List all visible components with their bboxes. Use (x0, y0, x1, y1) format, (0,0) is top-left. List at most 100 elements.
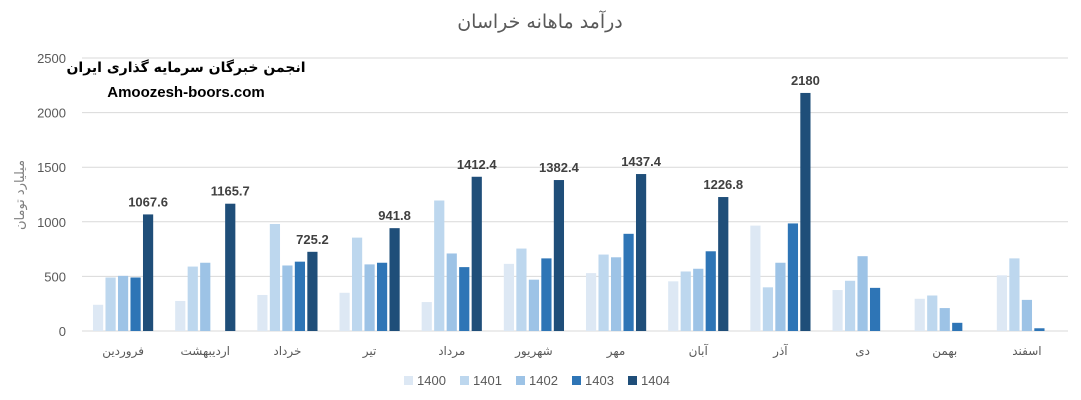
bar-1401-5 (434, 200, 445, 331)
category-label: دی (855, 344, 870, 358)
bar-1403-4 (376, 262, 388, 331)
bar-1403-7 (623, 233, 634, 331)
bar-1404-4 (389, 228, 400, 331)
legend-label: 1404 (641, 373, 670, 388)
category-label: مرداد (438, 344, 465, 359)
y-tick-label: 1500 (37, 160, 66, 175)
category-label: خرداد (273, 344, 301, 359)
bar-1400-1 (92, 304, 104, 331)
bar-1402-7 (610, 257, 622, 331)
bar-1401-8 (680, 271, 691, 331)
data-label: 1165.7 (211, 184, 250, 199)
data-label: 1067.6 (128, 194, 168, 209)
bar-1402-11 (939, 308, 950, 331)
bar-1404-3 (307, 251, 318, 331)
bar-1401-12 (1009, 258, 1020, 331)
bar-1401-11 (927, 295, 938, 331)
x-axis-categories: فروردین اردیبهشت خرداد تیر مرداد شهریور مهر آبا… (102, 343, 1041, 359)
legend-label: 1402 (529, 373, 558, 388)
bar-1402-2 (200, 262, 211, 331)
bar-1401-4 (351, 237, 363, 331)
bar-1402-4 (364, 264, 375, 331)
bar-1401-7 (598, 254, 609, 331)
bars (92, 92, 1045, 331)
bar-1403-12 (1034, 328, 1045, 331)
bar-1403-3 (294, 261, 306, 331)
bar-1402-1 (117, 275, 129, 331)
y-tick-label: 1000 (37, 215, 66, 230)
chart-title: درآمد ماهانه خراسان (457, 9, 623, 33)
bar-1401-10 (844, 280, 856, 331)
y-tick-label: 2000 (37, 106, 66, 121)
data-label: 725.2 (296, 232, 329, 247)
data-label: 941.8 (378, 208, 411, 223)
bar-1404-7 (635, 174, 647, 331)
bar-1403-11 (952, 322, 963, 331)
bar-1401-9 (762, 287, 774, 331)
data-label: 1412.4 (457, 157, 498, 172)
legend-label: 1400 (417, 373, 446, 388)
bar-1400-3 (257, 294, 268, 331)
bar-1400-12 (996, 275, 1008, 331)
category-label: مهر (606, 344, 626, 359)
bar-1400-2 (175, 300, 186, 331)
data-label: 2180 (791, 73, 820, 88)
y-tick-label: 2500 (37, 51, 66, 66)
bar-1402-9 (775, 262, 786, 331)
bar-1404-1 (142, 214, 154, 331)
category-label: آذر (772, 343, 788, 359)
bar-1400-4 (339, 292, 350, 331)
bar-1400-7 (585, 273, 597, 331)
bar-1404-9 (800, 92, 811, 331)
bar-1402-6 (528, 279, 540, 331)
bar-1402-3 (282, 265, 293, 331)
legend-swatch-1404 (628, 376, 637, 385)
bar-1401-3 (269, 223, 281, 331)
gridlines (82, 57, 1068, 332)
category-label: شهریور (514, 344, 553, 359)
bar-1403-5 (459, 267, 470, 331)
bar-1404-5 (471, 176, 482, 331)
bar-1400-11 (914, 298, 925, 331)
legend: 1400 1401 1402 1403 1404 (404, 373, 670, 388)
legend-swatch-1402 (516, 376, 525, 385)
bar-1404-2 (225, 203, 236, 331)
bar-1402-12 (1021, 299, 1033, 331)
bar-1403-1 (130, 277, 141, 331)
category-label: آبان (689, 343, 709, 358)
category-label: اردیبهشت (181, 344, 230, 359)
bar-1402-8 (693, 268, 704, 331)
bar-1403-6 (541, 258, 552, 331)
bar-1404-8 (718, 197, 729, 331)
category-label: تیر (362, 344, 377, 359)
y-tick-label: 0 (59, 324, 66, 339)
bar-1404-6 (553, 180, 565, 331)
category-label: فروردین (102, 344, 144, 359)
bar-1400-6 (503, 263, 515, 331)
category-label: اسفند (1012, 344, 1041, 358)
watermark: انجمن خبرگان سرمایه گذاری ایران Amoozesh… (66, 59, 305, 101)
category-label: بهمن (932, 344, 957, 359)
y-axis-ticks: 0 500 1000 1500 2000 2500 (37, 51, 66, 339)
data-label: 1437.4 (621, 154, 662, 169)
data-label: 1382.4 (539, 160, 580, 175)
bar-1401-1 (105, 277, 116, 331)
watermark-line2: Amoozesh-boors.com (107, 84, 265, 101)
bar-1403-8 (705, 251, 716, 331)
bar-1402-10 (857, 256, 868, 331)
bar-1400-5 (421, 302, 432, 331)
watermark-line1: انجمن خبرگان سرمایه گذاری ایران (66, 59, 305, 76)
bar-1400-8 (668, 281, 679, 331)
legend-label: 1401 (473, 373, 502, 388)
bar-1401-6 (516, 248, 527, 331)
legend-swatch-1403 (572, 376, 581, 385)
data-labels: 1067.6 1165.7 725.2 941.8 1412.4 1382.4 1437.4… (128, 73, 820, 247)
legend-swatch-1401 (460, 376, 469, 385)
bar-1401-2 (187, 266, 198, 331)
bar-1403-10 (869, 287, 881, 331)
data-label: 1226.8 (703, 177, 743, 192)
bar-1400-9 (750, 225, 761, 331)
bar-1403-9 (787, 223, 799, 331)
legend-label: 1403 (585, 373, 614, 388)
bar-1402-5 (446, 253, 457, 331)
